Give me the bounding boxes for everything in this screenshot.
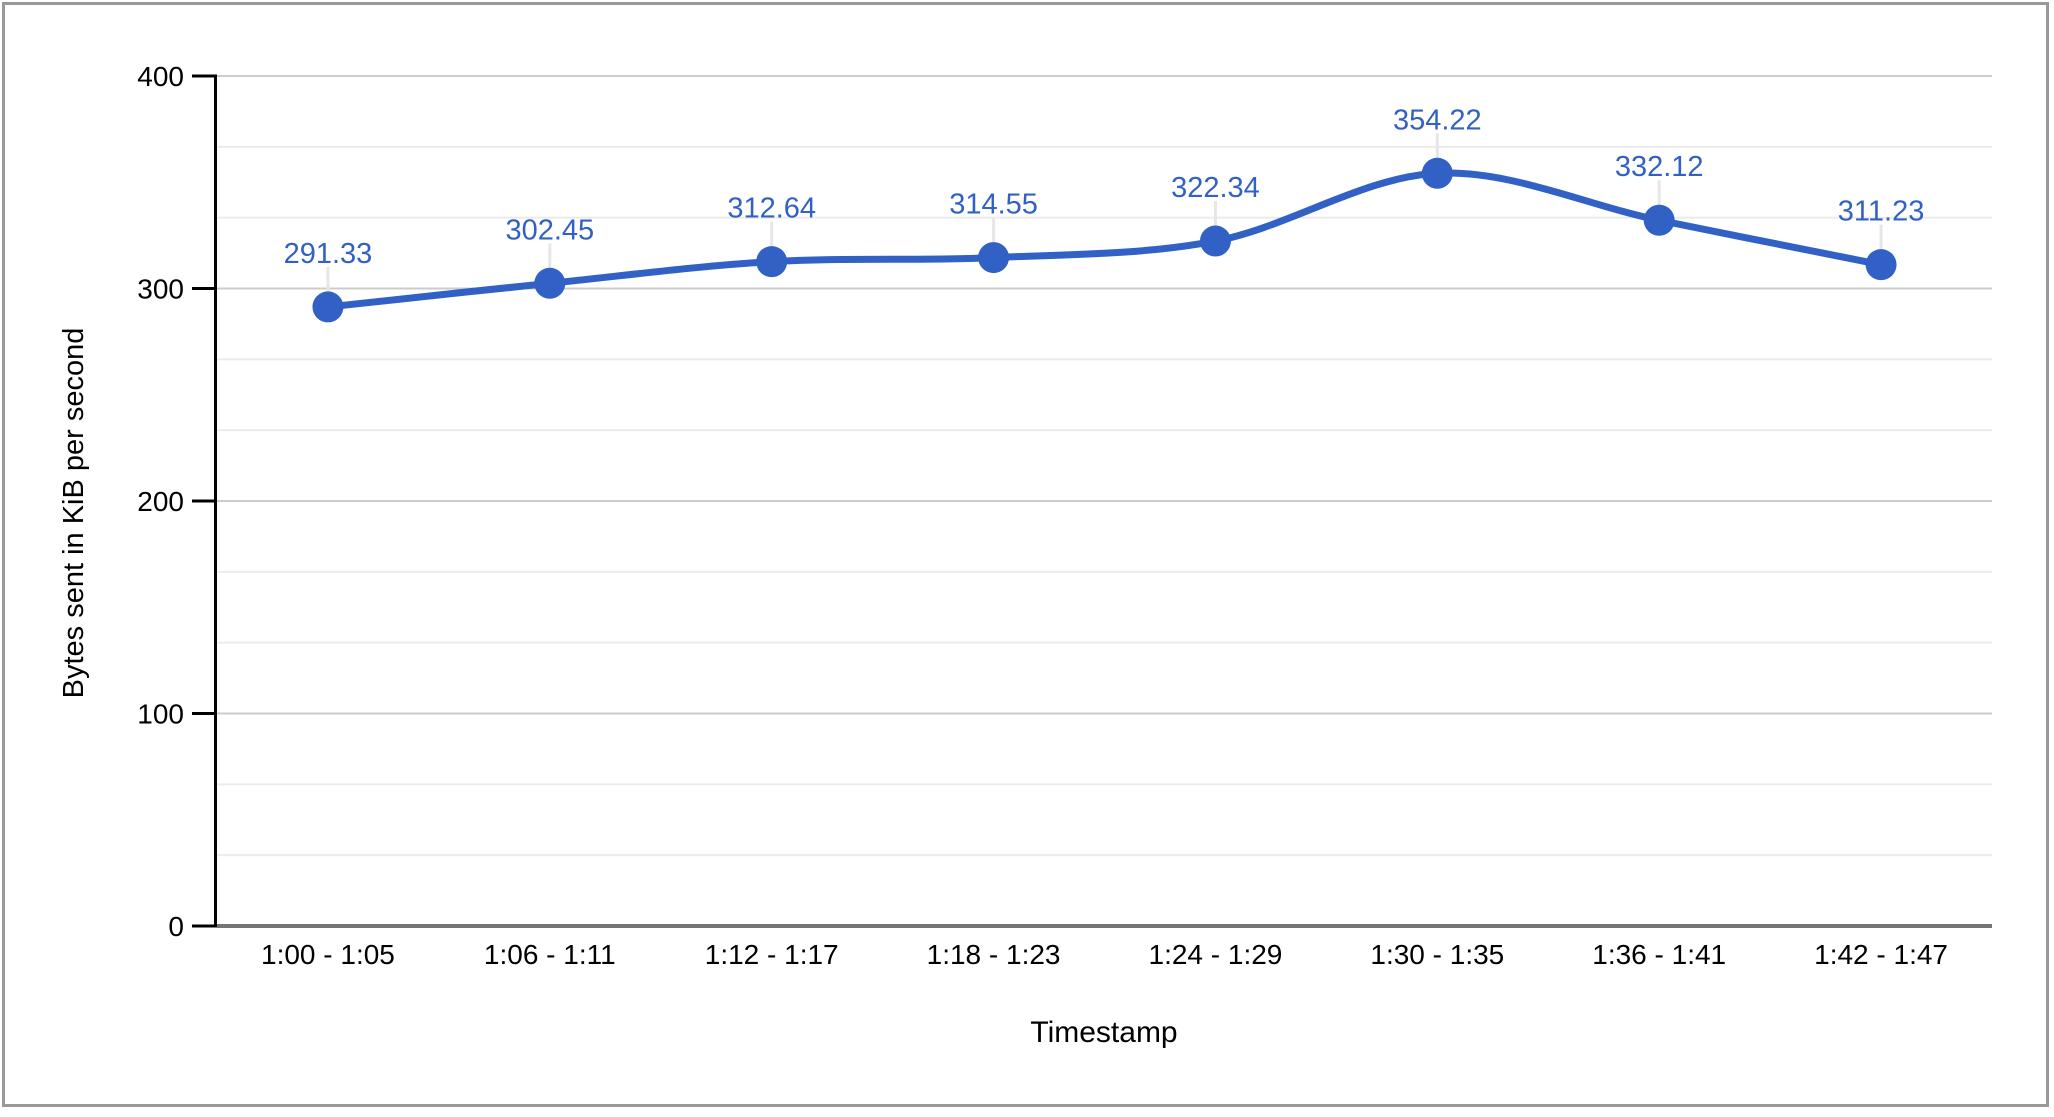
x-tick-label: 1:36 - 1:41 [1592, 939, 1726, 970]
data-point [1199, 225, 1231, 257]
y-tick-label: 300 [137, 274, 184, 305]
data-point [1643, 204, 1675, 236]
data-point-labels: 291.33 302.45 312.64 314.55 322.34 354.22 332.… [284, 104, 1925, 270]
x-tick-label: 1:24 - 1:29 [1149, 939, 1283, 970]
x-tick-label: 1:06 - 1:11 [484, 939, 616, 970]
data-point-label: 322.34 [1171, 172, 1260, 204]
data-point-label: 314.55 [949, 189, 1038, 221]
data-point [756, 246, 788, 278]
x-tick-label: 1:00 - 1:05 [261, 939, 395, 970]
data-point [312, 291, 344, 323]
data-point-label: 332.12 [1615, 151, 1704, 183]
minor-gridlines [217, 145, 1992, 857]
y-tick-label: 100 [137, 699, 184, 730]
major-gridlines [217, 75, 1992, 715]
y-tick-label: 200 [137, 486, 184, 517]
x-axis-title: Timestamp [1030, 1016, 1177, 1049]
data-point [978, 242, 1010, 274]
series-line [324, 169, 1885, 311]
x-tick-label: 1:42 - 1:47 [1814, 939, 1948, 970]
data-series [312, 157, 1897, 323]
data-label-stems [326, 133, 1883, 293]
data-point-label: 354.22 [1393, 104, 1482, 136]
data-point [1421, 157, 1453, 189]
data-point-label: 302.45 [505, 214, 594, 246]
axes [192, 74, 1992, 928]
data-point-label: 311.23 [1838, 196, 1925, 228]
x-tick-label: 1:18 - 1:23 [927, 939, 1061, 970]
axis-tick-labels: 0 100 200 300 400 1:00 - 1:05 1:06 - 1:11 1:12 … [137, 61, 1948, 970]
y-tick-label: 0 [168, 911, 184, 942]
data-point-label: 291.33 [284, 238, 373, 270]
data-point [534, 267, 566, 299]
x-tick-label: 1:12 - 1:17 [705, 939, 839, 970]
y-axis-title: Bytes sent in KiB per second [58, 328, 90, 699]
data-point-label: 312.64 [727, 193, 816, 225]
y-tick-label: 400 [137, 61, 184, 92]
x-tick-label: 1:30 - 1:35 [1370, 939, 1504, 970]
data-point [1865, 249, 1897, 281]
